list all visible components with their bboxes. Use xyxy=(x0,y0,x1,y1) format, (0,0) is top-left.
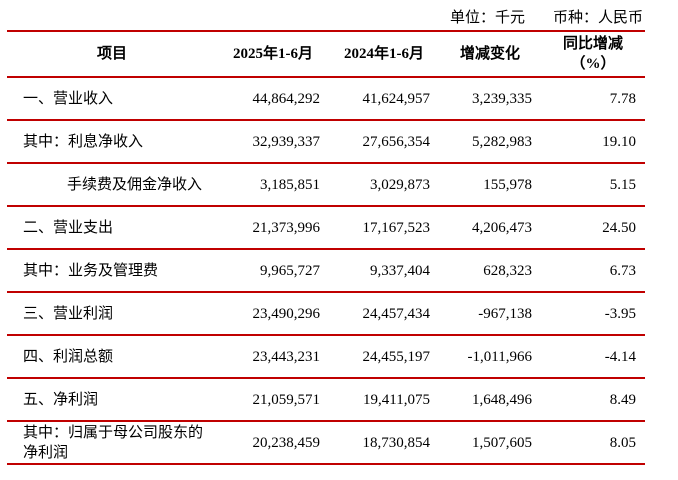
value-pct: -3.95 xyxy=(604,305,636,322)
value-2025: 21,373,996 xyxy=(252,219,321,236)
value-2024: 41,624,957 xyxy=(362,90,431,107)
value-2024: 24,455,197 xyxy=(362,348,431,365)
value-2025: 3,185,851 xyxy=(260,176,320,193)
value-pct: 7.78 xyxy=(609,90,636,107)
table-row: 一、营业收入 44,864,292 41,624,957 3,239,335 7.78 xyxy=(7,77,645,120)
unit-note: 单位：千元 币种：人民币 xyxy=(450,6,643,27)
header-row: 项目 2025年1-6月 2024年1-6月 增减变化 同比增减 （%） xyxy=(7,31,645,77)
value-2025: 23,490,296 xyxy=(252,305,321,322)
table-row: 三、营业利润 23,490,296 24,457,434 -967,138 -3.95 xyxy=(7,292,645,335)
value-change: 155,978 xyxy=(483,176,532,193)
row-label: 五、净利润 xyxy=(23,391,99,408)
value-change: 4,206,473 xyxy=(472,219,532,236)
unit-label: 单位：千元 xyxy=(449,10,525,26)
value-2024: 3,029,873 xyxy=(370,176,430,193)
value-2024: 19,411,075 xyxy=(363,391,430,408)
value-2024: 17,167,523 xyxy=(362,219,431,236)
column-header-pct-line2: （%） xyxy=(570,56,616,72)
row-label: 二、营业支出 xyxy=(23,219,114,236)
row-label: 其中：利息净收入 xyxy=(23,133,144,150)
value-2025: 9,965,727 xyxy=(260,262,320,279)
table-row: 其中：归属于母公司股东的净利润 20,238,459 18,730,854 1,507… xyxy=(7,421,645,464)
value-2025: 32,939,337 xyxy=(252,133,321,150)
table-row: 其中：业务及管理费 9,965,727 9,337,404 628,323 6.73 xyxy=(7,249,645,292)
value-pct: 19.10 xyxy=(602,133,636,150)
value-2024: 9,337,404 xyxy=(370,262,430,279)
value-pct: -4.14 xyxy=(604,348,636,365)
column-header-pct: 同比增减 （%） xyxy=(541,31,645,77)
value-2025: 20,238,459 xyxy=(252,434,321,451)
value-pct: 8.05 xyxy=(609,434,636,451)
value-2024: 24,457,434 xyxy=(362,305,431,322)
value-pct: 5.15 xyxy=(609,176,636,193)
value-change: -1,011,966 xyxy=(467,348,532,365)
value-2024: 18,730,854 xyxy=(362,434,431,451)
value-pct: 8.49 xyxy=(609,391,636,408)
table-row: 四、利润总额 23,443,231 24,455,197 -1,011,966 -4.1… xyxy=(7,335,645,378)
value-change: 5,282,983 xyxy=(472,133,532,150)
value-change: 1,648,496 xyxy=(472,391,532,408)
table-row: 其中：利息净收入 32,939,337 27,656,354 5,282,983 19.… xyxy=(7,120,645,163)
value-change: 628,323 xyxy=(483,262,532,279)
value-pct: 24.50 xyxy=(602,219,636,236)
financial-table: 项目 2025年1-6月 2024年1-6月 增减变化 同比增减 （%） 一、营… xyxy=(7,30,645,465)
table-row: 手续费及佣金净收入 3,185,851 3,029,873 155,978 5.15 xyxy=(7,163,645,206)
column-header-pct-line1: 同比增减 xyxy=(562,36,623,52)
value-2025: 44,864,292 xyxy=(252,90,321,107)
row-label: 其中：业务及管理费 xyxy=(23,262,159,279)
row-label: 一、营业收入 xyxy=(23,90,114,107)
row-label: 手续费及佣金净收入 xyxy=(67,176,203,193)
column-header-change: 增减变化 xyxy=(459,46,520,62)
value-2024: 27,656,354 xyxy=(362,133,431,150)
value-change: 1,507,605 xyxy=(472,434,532,451)
row-label: 四、利润总额 xyxy=(23,348,114,365)
table-body: 一、营业收入 44,864,292 41,624,957 3,239,335 7.78 其… xyxy=(7,77,645,464)
value-change: -967,138 xyxy=(478,305,532,322)
column-header-item: 项目 xyxy=(96,46,127,62)
value-2025: 21,059,571 xyxy=(252,391,321,408)
value-pct: 6.73 xyxy=(609,262,636,279)
row-label: 三、营业利润 xyxy=(23,305,114,322)
column-header-2024: 2024年1-6月 xyxy=(344,46,424,62)
table-row: 二、营业支出 21,373,996 17,167,523 4,206,473 24.50 xyxy=(7,206,645,249)
table-row: 五、净利润 21,059,571 19,411,075 1,648,496 8.49 xyxy=(7,378,645,421)
column-header-2025: 2025年1-6月 xyxy=(233,46,313,62)
row-label: 其中：归属于母公司股东的净利润 xyxy=(23,424,204,461)
value-2025: 23,443,231 xyxy=(252,348,321,365)
table-header: 项目 2025年1-6月 2024年1-6月 增减变化 同比增减 （%） xyxy=(7,31,645,77)
currency-label: 币种：人民币 xyxy=(552,10,643,26)
value-change: 3,239,335 xyxy=(472,90,532,107)
